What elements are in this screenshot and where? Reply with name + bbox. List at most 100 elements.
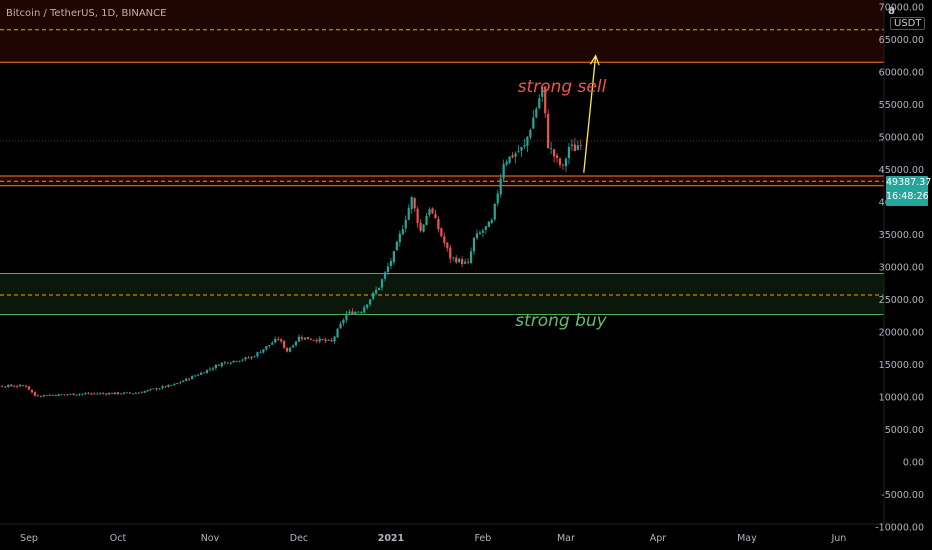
candle-body	[149, 389, 152, 390]
arrow-head	[589, 54, 600, 66]
candle	[30, 389, 34, 394]
candle	[96, 392, 99, 395]
candle	[458, 257, 461, 263]
candle	[499, 173, 502, 198]
candle	[188, 378, 191, 382]
candle-body	[241, 359, 244, 361]
candle-body	[244, 357, 247, 360]
candle-body	[164, 386, 167, 388]
candle	[523, 138, 526, 149]
candle-body	[173, 383, 176, 386]
candle	[464, 258, 467, 265]
candle-body	[532, 117, 535, 129]
candle-body	[309, 339, 312, 340]
candle	[48, 393, 51, 396]
candle-body	[523, 145, 526, 147]
x-tick-label: May	[737, 533, 757, 544]
candle-body	[493, 203, 496, 220]
candle-body	[182, 380, 185, 383]
candle-body	[558, 158, 562, 165]
candle-body	[398, 233, 401, 243]
candle-body	[78, 394, 81, 395]
candle-body	[167, 384, 170, 388]
y-tick-label: 25000.00	[879, 295, 924, 306]
candle	[564, 157, 568, 173]
candle	[164, 386, 167, 389]
candle	[173, 383, 176, 386]
candle-body	[24, 385, 28, 387]
y-tick-label: -10000.00	[875, 523, 924, 534]
candle	[102, 391, 105, 395]
candle	[13, 385, 16, 388]
y-tick-label: 15000.00	[879, 360, 924, 371]
candle	[191, 375, 194, 380]
candle	[401, 224, 404, 236]
candle-body	[202, 372, 206, 374]
candle	[342, 318, 345, 326]
candle-body	[271, 342, 274, 345]
candle	[247, 355, 250, 359]
candle-body	[389, 261, 393, 266]
candle-body	[170, 384, 173, 386]
candle-body	[383, 272, 387, 279]
candle-body	[253, 356, 256, 358]
candle-body	[291, 345, 295, 348]
x-tick-label: Feb	[474, 533, 491, 544]
strong-sell-label: strong sell	[518, 77, 607, 97]
candle	[291, 344, 295, 348]
candle-body	[472, 237, 476, 252]
candle	[357, 310, 360, 313]
candle-body	[87, 393, 90, 394]
candle-body	[369, 299, 372, 305]
candle-body	[514, 153, 517, 157]
candle	[16, 384, 19, 389]
candle	[24, 384, 28, 388]
candle-body	[42, 395, 45, 397]
x-tick-label: Nov	[201, 533, 220, 544]
candle-body	[122, 392, 126, 394]
candle-body	[7, 384, 10, 388]
candle	[277, 336, 280, 342]
candle-body	[268, 344, 271, 347]
y-tick-label: 50000.00	[879, 133, 924, 144]
candle	[60, 393, 63, 396]
candle	[45, 395, 48, 397]
candle-body	[158, 388, 161, 390]
candle	[149, 388, 152, 392]
candle	[354, 310, 357, 316]
candle	[321, 338, 324, 341]
candle	[561, 163, 565, 170]
candle	[217, 363, 220, 367]
candle	[197, 373, 200, 377]
candle	[440, 227, 443, 238]
y-tick-label: 45000.00	[879, 165, 924, 176]
candle-body	[339, 323, 342, 329]
candle-body	[113, 392, 117, 394]
candle	[372, 291, 375, 301]
candle	[116, 392, 120, 396]
y-tick-label: 35000.00	[879, 230, 924, 241]
candle	[461, 256, 464, 268]
candle-body	[21, 385, 25, 387]
strong-buy-label: strong buy	[515, 311, 607, 331]
candle	[280, 338, 283, 344]
candle-body	[39, 396, 42, 398]
candle	[360, 311, 363, 314]
candle-body	[360, 312, 363, 313]
candle-body	[315, 340, 318, 342]
last-price: 49387.37	[886, 177, 932, 188]
candle-body	[60, 394, 63, 396]
currency-selector[interactable]: 8USDT	[888, 6, 932, 30]
candle-body	[541, 86, 544, 97]
candle	[152, 388, 155, 390]
candle-body	[205, 369, 209, 374]
candle	[327, 339, 330, 341]
candle-body	[283, 341, 286, 348]
candle	[330, 337, 333, 343]
candle-body	[553, 149, 556, 157]
candle-body	[116, 392, 120, 394]
y-tick-label: 5000.00	[885, 425, 924, 436]
candle-body	[33, 392, 37, 396]
candle	[286, 347, 289, 353]
